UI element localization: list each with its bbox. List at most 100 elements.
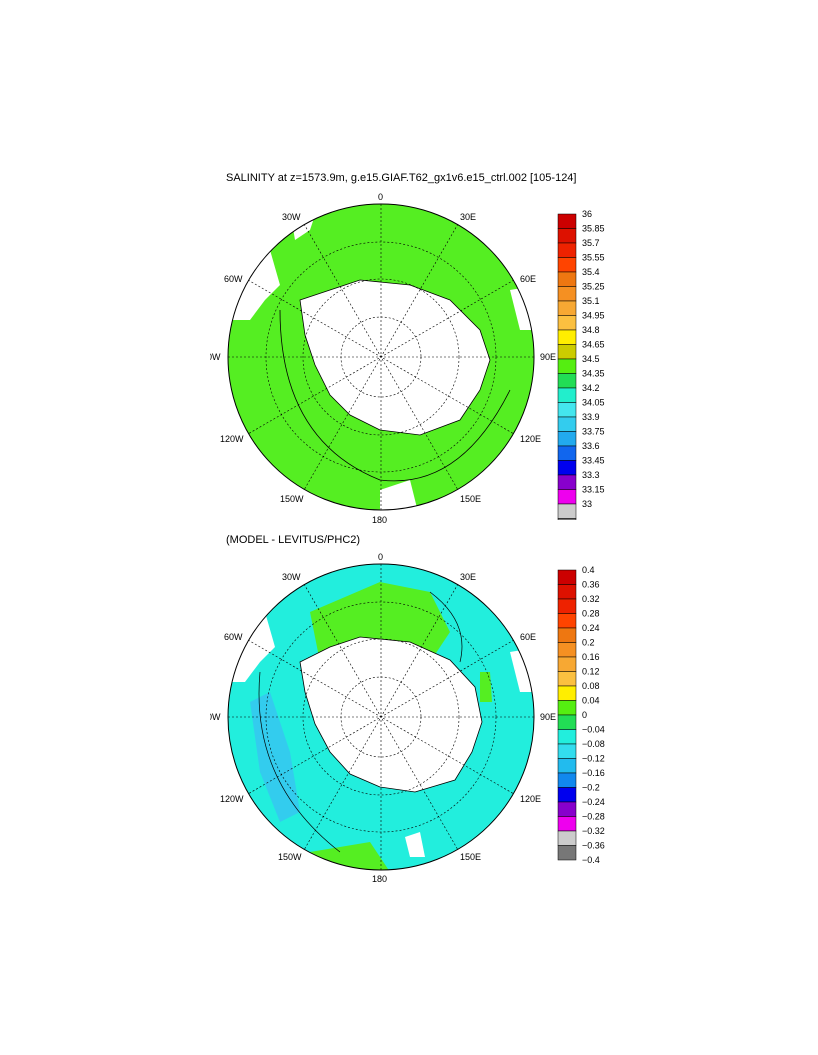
panel1-lon-30w: 30W bbox=[282, 212, 301, 222]
panel1-colorbar-label: 33.6 bbox=[582, 441, 600, 451]
panel1-lon-60w: 60W bbox=[224, 274, 243, 284]
panel2-colorbar-label: −0.28 bbox=[582, 812, 605, 822]
panel1-colorbar-box bbox=[557, 431, 577, 447]
panel2-title: (MODEL - LEVITUS/PHC2) bbox=[226, 534, 361, 546]
panel1-colorbar-label: 36 bbox=[582, 210, 592, 219]
panel2-colorbar-box bbox=[557, 613, 577, 629]
panel2-colorbar-label: −0.2 bbox=[582, 783, 600, 793]
panel1-colorbar-label: 35.4 bbox=[582, 267, 600, 277]
panel1-colorbar-box bbox=[557, 489, 577, 505]
panel1-colorbar-label: 34.95 bbox=[582, 311, 605, 321]
panel2-lon-0: 0 bbox=[378, 552, 383, 562]
panel1-lon-180: 180 bbox=[372, 515, 387, 525]
panel2-colorbar-box bbox=[557, 627, 577, 643]
panel2-contour-2 bbox=[429, 591, 463, 663]
panel1-colorbar-label: 33.45 bbox=[582, 456, 605, 466]
panel2-colorbar-box bbox=[557, 598, 577, 614]
panel2-colorbar-label: −0.12 bbox=[582, 754, 605, 764]
panel2-colorbar-box bbox=[557, 787, 577, 803]
panel1-map: 0 30E 60E 90E 120E 150E 180 150W 120W 90… bbox=[210, 192, 556, 525]
panel2-colorbar-box bbox=[557, 758, 577, 774]
panel2-colorbar-box bbox=[557, 845, 577, 861]
panel1-colorbar-box bbox=[557, 242, 577, 258]
panel2-lon-90w: 90W bbox=[210, 712, 221, 722]
panel2-colorbar-box bbox=[557, 772, 577, 788]
panel2-antarctica bbox=[299, 636, 483, 793]
panel2-colorbar-label: −0.24 bbox=[582, 797, 605, 807]
panel2-lon-180: 180 bbox=[372, 874, 387, 884]
panel1-colorbar-box bbox=[557, 416, 577, 432]
panel2-lon-30e: 30E bbox=[460, 572, 476, 582]
panel2-positive-region-3 bbox=[480, 672, 492, 702]
panel2-lon-30w: 30W bbox=[282, 572, 301, 582]
panel1-colorbar-box bbox=[557, 315, 577, 331]
panel1-colorbar-label: 33.75 bbox=[582, 427, 605, 437]
panel1-colorbar-label: 33.9 bbox=[582, 412, 600, 422]
panel2-colorbar-box bbox=[557, 569, 577, 585]
panel2-colorbar-box bbox=[557, 801, 577, 817]
panel2-colorbar-box bbox=[557, 700, 577, 716]
panel1-title: SALINITY at z=1573.9m, g.e15.GIAF.T62_gx… bbox=[226, 172, 577, 184]
panel2-colorbar-label: 0.32 bbox=[582, 594, 600, 604]
panel2-colorbar-label: 0.12 bbox=[582, 667, 600, 677]
panel2-colorbar-box bbox=[557, 743, 577, 759]
panel2-colorbar-box bbox=[557, 729, 577, 745]
panel1-colorbar-label: 34.8 bbox=[582, 325, 600, 335]
panel2-colorbar-label: −0.04 bbox=[582, 725, 605, 735]
panel1-lon-150w: 150W bbox=[280, 494, 304, 504]
panel2-lon-90e: 90E bbox=[540, 712, 556, 722]
panel1-colorbar-box bbox=[557, 213, 577, 229]
panel1-colorbar-label: 34.2 bbox=[582, 383, 600, 393]
panel2-colorbar: 0.4 0.36 0.32 0.28 0.24 0.2 0.16 0.12 0.08 0.04 0 −… bbox=[557, 566, 605, 865]
panel2-colorbar-label: 0.28 bbox=[582, 609, 600, 619]
panel1-colorbar-box bbox=[557, 286, 577, 302]
panel1-colorbar-box bbox=[557, 344, 577, 360]
panel2-colorbar-label: −0.16 bbox=[582, 768, 605, 778]
panel2-colorbar-label: 0.04 bbox=[582, 696, 600, 706]
panel2-colorbar-label: −0.36 bbox=[582, 841, 605, 851]
panel2-lon-150e: 150E bbox=[460, 852, 481, 862]
panel1-colorbar-label: 35.1 bbox=[582, 296, 600, 306]
panel1-colorbar-box bbox=[557, 387, 577, 403]
panel2-colorbar-label: 0.2 bbox=[582, 638, 595, 648]
panel1-lon-0: 0 bbox=[378, 192, 383, 202]
panel1-lon-150e: 150E bbox=[460, 494, 481, 504]
panel2-colorbar-box bbox=[557, 714, 577, 730]
panel1-antarctica bbox=[299, 279, 491, 436]
panel1-colorbar-box bbox=[557, 445, 577, 461]
panel2-lon-120w: 120W bbox=[220, 794, 244, 804]
panel1-contour bbox=[279, 309, 511, 482]
panel2-negative-region bbox=[250, 692, 300, 822]
panel1-colorbar-label: 34.65 bbox=[582, 340, 605, 350]
panel2-colorbar-box bbox=[557, 584, 577, 600]
panel2-colorbar-box bbox=[557, 642, 577, 658]
panel1-colorbar-label: 33.15 bbox=[582, 485, 605, 495]
panel1-colorbar-box bbox=[557, 460, 577, 476]
panel1-colorbar-label: 34.35 bbox=[582, 369, 605, 379]
panel1-colorbar-label: 35.7 bbox=[582, 238, 600, 248]
panel1-colorbar-label: 35.85 bbox=[582, 224, 605, 234]
panel1-colorbar-box bbox=[557, 329, 577, 345]
panel1-colorbar-box bbox=[557, 228, 577, 244]
panel1-colorbar-label: 35.25 bbox=[582, 282, 605, 292]
panel1-colorbar-box bbox=[557, 373, 577, 389]
panel1-colorbar-box bbox=[557, 358, 577, 374]
panel2-colorbar-label: 0.08 bbox=[582, 681, 600, 691]
panel2-colorbar-label: 0.4 bbox=[582, 566, 595, 575]
panel1-land-patch-2 bbox=[380, 480, 420, 510]
panel1-colorbar-box bbox=[557, 257, 577, 273]
panel2-colorbar-label: 0 bbox=[582, 710, 587, 720]
panel2-lon-120e: 120E bbox=[520, 794, 541, 804]
panel2-colorbar-box bbox=[557, 830, 577, 846]
panel2-colorbar-label: −0.32 bbox=[582, 826, 605, 836]
panel2-colorbar-label: 0.36 bbox=[582, 580, 600, 590]
panel2-colorbar-box bbox=[557, 816, 577, 832]
panel1-colorbar-box bbox=[557, 518, 577, 520]
panel2-lon-60w: 60W bbox=[224, 632, 243, 642]
panel2-colorbar-label: 0.16 bbox=[582, 652, 600, 662]
panel1-colorbar-label: 35.55 bbox=[582, 253, 605, 263]
panel1-colorbar-box bbox=[557, 402, 577, 418]
panel1-lon-30e: 30E bbox=[460, 212, 476, 222]
panel1-lon-120e: 120E bbox=[520, 434, 541, 444]
panel2-land-patch-2 bbox=[405, 832, 425, 857]
